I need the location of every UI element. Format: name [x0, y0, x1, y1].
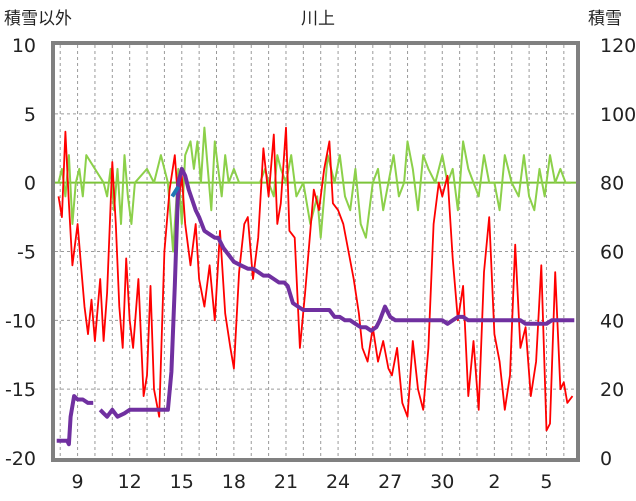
left-tick-label: -5	[17, 242, 36, 264]
right-tick-label: 80	[600, 173, 624, 195]
right-tick-label: 100	[600, 104, 636, 126]
temperature-series-line	[57, 126, 574, 432]
left-tick-label: -15	[5, 379, 36, 401]
x-tick-label: 12	[118, 471, 142, 493]
axis-ticks: 10 5 0 -5 -10 -15 -20 120 100 80 60 40 20 0 9 12 15 18 21 2…	[5, 35, 636, 493]
right-tick-label: 0	[600, 448, 612, 470]
x-tick-label: 5	[540, 471, 552, 493]
left-tick-label: -10	[5, 310, 36, 332]
left-tick-label: 0	[24, 173, 36, 195]
x-tick-label: 30	[430, 471, 454, 493]
right-axis-title: 積雪	[588, 9, 622, 29]
right-tick-label: 40	[600, 310, 624, 332]
left-tick-label: -20	[5, 448, 36, 470]
x-tick-label: 18	[222, 471, 246, 493]
x-tick-label: 27	[378, 471, 402, 493]
plot-series	[55, 126, 576, 447]
marker-series-line	[170, 185, 180, 198]
left-tick-label: 5	[24, 104, 36, 126]
precip-series-line	[57, 126, 571, 253]
grid	[55, 45, 576, 458]
right-tick-label: 20	[600, 379, 624, 401]
x-tick-label: 15	[170, 471, 194, 493]
x-tick-label: 9	[72, 471, 84, 493]
chart-title: 川上	[301, 9, 335, 29]
right-tick-label: 120	[600, 35, 636, 57]
snow-depth-series-line	[56, 166, 575, 447]
left-tick-label: 10	[12, 35, 36, 57]
left-axis-title: 積雪以外	[4, 9, 72, 29]
right-tick-label: 60	[600, 242, 624, 264]
x-tick-label: 21	[274, 471, 298, 493]
x-tick-label: 2	[488, 471, 500, 493]
plot-frame	[51, 41, 580, 462]
x-tick-label: 24	[326, 471, 350, 493]
